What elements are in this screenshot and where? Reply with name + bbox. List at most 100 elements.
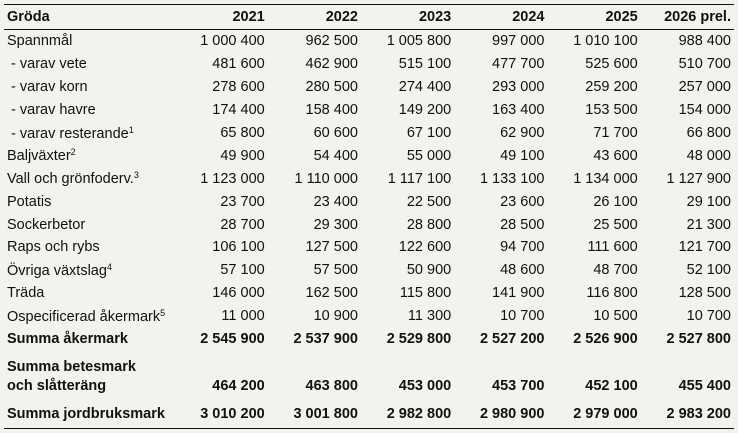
table-cell: 162 500: [305, 285, 358, 302]
column-header-year: 2021: [174, 4, 268, 30]
table-cell: 122 600: [398, 239, 452, 256]
table-cell: 1 133 100: [479, 170, 545, 187]
row-label-text: Vall och grönfoderv.: [7, 171, 134, 188]
row-label: Spannmål: [4, 30, 174, 53]
row-label-text: - varav havre: [7, 102, 96, 119]
table-cell: 10 900: [313, 308, 358, 325]
row-label: Övriga växtslag4: [4, 259, 174, 282]
table-cell: 257 000: [678, 79, 731, 96]
table-cell: 52 100: [686, 262, 731, 279]
table-cell: 1 117 100: [387, 170, 452, 187]
crop-area-table: Gröda 2021 2022 2023 2024 2025 2026 prel…: [4, 4, 734, 430]
table-cell: 54 400: [313, 147, 358, 164]
table-cell: 111 600: [587, 239, 638, 256]
table-cell: 94 700: [500, 239, 545, 256]
total-label-line1: Summa åkermark: [7, 331, 128, 348]
table-cell: 23 400: [313, 193, 358, 210]
table-cell: 29 100: [686, 193, 731, 210]
table-cell: 153 500: [585, 102, 638, 119]
table-cell: 106 100: [212, 239, 265, 256]
row-label: Ospecificerad åkermark5: [4, 305, 174, 328]
total-cell: 453 700: [492, 378, 545, 395]
total-cell: 2 982 800: [360, 400, 455, 430]
table-cell: 60 600: [313, 125, 358, 141]
table-cell: 988 400: [678, 33, 731, 50]
total-row-label: Summa betesmark och slåtteräng: [4, 350, 174, 400]
column-header-crop: Gröda: [4, 4, 175, 30]
table-cell: 49 900: [220, 147, 265, 164]
total-row-label: Summa åkermark: [4, 328, 174, 351]
row-label: Sockerbetor: [4, 213, 174, 236]
table-cell: 525 600: [585, 56, 638, 73]
table-cell: 121 700: [678, 239, 731, 256]
total-row: Summa jordbruksmark 3 010 200 3 001 800 2 9…: [4, 400, 734, 430]
table-cell: 48 600: [500, 262, 545, 279]
table-cell: 997 000: [492, 33, 545, 50]
total-cell: 2 545 900: [200, 331, 265, 348]
table-cell: 1 134 000: [573, 170, 638, 187]
total-cell: 455 400: [678, 378, 731, 395]
row-label-text: Raps och rybs: [7, 239, 100, 256]
table-body: Spannmål 1 000 400 962 500 1 005 800 997 000…: [4, 30, 734, 430]
table-cell: 22 500: [406, 193, 452, 210]
row-label: Träda: [4, 282, 174, 305]
total-cell: 2 526 900: [573, 331, 638, 348]
row-label-text: Baljväxter: [7, 148, 71, 165]
table-cell: 21 300: [686, 216, 731, 233]
table-header: Gröda 2021 2022 2023 2024 2025 2026 prel…: [4, 4, 734, 30]
row-label: Baljväxter2: [4, 144, 174, 167]
table-cell: 163 400: [492, 102, 545, 119]
table-cell: 293 000: [492, 79, 545, 96]
table-cell: 67 100: [406, 125, 452, 141]
table-row: - varav vete 481 600 462 900 515 100 477 700…: [4, 53, 734, 76]
table-cell: 10 700: [686, 308, 731, 325]
table-cell: 49 100: [500, 147, 545, 164]
header-row: Gröda 2021 2022 2023 2024 2025 2026 prel…: [4, 4, 734, 30]
table-cell: 55 000: [406, 147, 452, 164]
total-cell: 3 010 200: [174, 400, 268, 430]
table-cell: 1 110 000: [294, 170, 358, 187]
column-header-year: 2025: [547, 4, 641, 30]
table-cell: 11 000: [221, 308, 265, 325]
table-cell: 25 500: [593, 216, 638, 233]
table-row: - varav havre 174 400 158 400 149 200 163 40…: [4, 99, 734, 122]
total-cell: 452 100: [585, 378, 638, 395]
table-cell: 149 200: [398, 102, 452, 119]
table-cell: 23 600: [500, 193, 545, 210]
table-cell: 28 700: [220, 216, 265, 233]
table-cell: 48 700: [593, 262, 638, 279]
table-cell: 10 500: [593, 308, 638, 325]
column-header-year: 2024: [454, 4, 548, 30]
table-cell: 146 000: [212, 285, 265, 302]
table-cell: 462 900: [305, 56, 358, 73]
table-cell: 481 600: [212, 56, 265, 73]
table-cell: 1 005 800: [386, 33, 452, 50]
table-cell: 57 100: [220, 262, 265, 279]
table-row: Baljväxter2 49 900 54 400 55 000 49 100 43 60…: [4, 144, 734, 167]
table-row: Sockerbetor 28 700 29 300 28 800 28 500 25 50…: [4, 213, 734, 236]
total-cell: 2 529 800: [386, 331, 452, 348]
table-row: Träda 146 000 162 500 115 800 141 900 116 800…: [4, 282, 734, 305]
table-cell: 1 127 900: [666, 170, 731, 187]
row-label: - varav korn: [4, 76, 174, 99]
table-cell: 477 700: [492, 56, 545, 73]
total-row: Summa betesmark och slåtteräng 464 200 463 …: [4, 350, 734, 400]
table-cell: 10 700: [500, 308, 545, 325]
table-cell: 158 400: [305, 102, 358, 119]
table-cell: 71 700: [593, 125, 638, 141]
total-cell: 453 000: [398, 378, 452, 395]
row-label-text: Sockerbetor: [7, 216, 86, 233]
row-label: Vall och grönfoderv.3: [4, 167, 174, 190]
row-label-text: - varav resterande: [7, 125, 129, 142]
table-cell: 510 700: [678, 56, 731, 73]
table-row: Övriga växtslag4 57 100 57 500 50 900 48 600…: [4, 259, 734, 282]
table-cell: 128 500: [678, 285, 731, 302]
row-label: Potatis: [4, 190, 174, 213]
row-label: - varav resterande1: [4, 122, 174, 145]
table-cell: 515 100: [398, 56, 452, 73]
column-header-year: 2023: [360, 4, 455, 30]
table-cell: 66 800: [686, 125, 731, 141]
table-cell: 1 123 000: [200, 170, 265, 187]
table-cell: 28 500: [500, 216, 545, 233]
footnote-marker: 1: [128, 124, 134, 135]
